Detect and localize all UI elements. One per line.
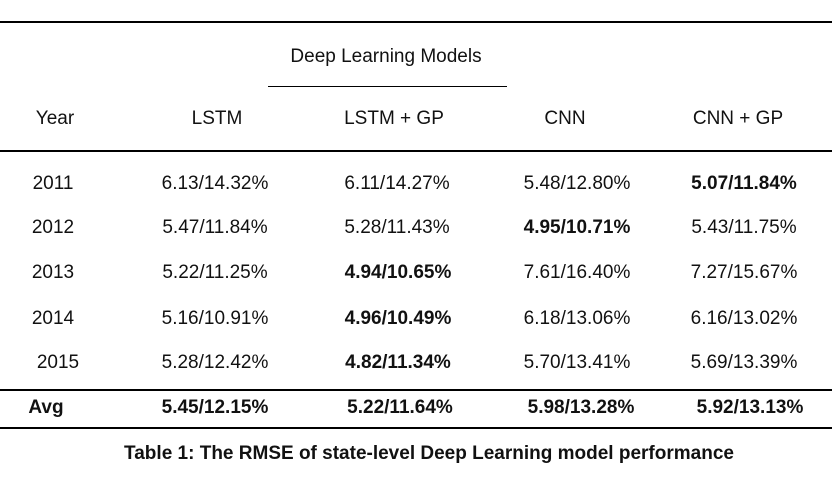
- avg-label: Avg: [28, 397, 64, 418]
- avg-lstm-gp: 5.22/11.64%: [347, 397, 453, 418]
- avg-rule: [0, 389, 832, 391]
- cell-lstm-gp-best: 4.96/10.49%: [344, 308, 452, 329]
- cell-cnn: 5.48/12.80%: [523, 173, 631, 194]
- cell-cnn-gp: 7.27/15.67%: [690, 262, 798, 283]
- group-header: Deep Learning Models: [290, 46, 482, 67]
- cell-lstm-gp-best: 4.82/11.34%: [345, 352, 451, 373]
- header-rule: [0, 150, 832, 152]
- cell-cnn: 7.61/16.40%: [523, 262, 631, 283]
- cell-lstm: 5.47/11.84%: [162, 217, 268, 238]
- row-year: 2011: [32, 173, 74, 194]
- row-year: 2015: [36, 352, 80, 373]
- cell-cnn-best: 4.95/10.71%: [523, 217, 631, 238]
- col-header-cnn-gp: CNN + GP: [692, 108, 784, 129]
- col-header-lstm: LSTM: [191, 108, 243, 129]
- row-year: 2014: [31, 308, 75, 329]
- avg-cnn-gp: 5.92/13.13%: [696, 397, 804, 418]
- cell-lstm-gp: 6.11/14.27%: [344, 173, 450, 194]
- cell-cnn-gp: 6.16/13.02%: [690, 308, 798, 329]
- avg-cnn: 5.98/13.28%: [527, 397, 635, 418]
- group-header-rule: [268, 86, 507, 87]
- row-year: 2013: [31, 262, 75, 283]
- cell-cnn-gp-best: 5.07/11.84%: [691, 173, 797, 194]
- table-bottom-rule: [0, 427, 832, 429]
- table-caption: Table 1: The RMSE of state-level Deep Le…: [124, 443, 734, 464]
- cell-lstm: 5.16/10.91%: [161, 308, 269, 329]
- cell-lstm: 5.28/12.42%: [161, 352, 269, 373]
- cell-lstm: 5.22/11.25%: [162, 262, 268, 283]
- row-year: 2012: [31, 217, 75, 238]
- cell-lstm-gp: 5.28/11.43%: [344, 217, 450, 238]
- col-header-cnn: CNN: [544, 108, 586, 129]
- avg-lstm: 5.45/12.15%: [161, 397, 269, 418]
- cell-cnn-gp: 5.69/13.39%: [690, 352, 798, 373]
- col-header-year: Year: [35, 108, 75, 129]
- cell-cnn-gp: 5.43/11.75%: [691, 217, 797, 238]
- table-top-rule: [0, 21, 832, 23]
- cell-lstm-gp-best: 4.94/10.65%: [344, 262, 452, 283]
- col-header-lstm-gp: LSTM + GP: [344, 108, 444, 129]
- cell-cnn: 5.70/13.41%: [523, 352, 631, 373]
- cell-lstm: 6.13/14.32%: [161, 173, 269, 194]
- cell-cnn: 6.18/13.06%: [523, 308, 631, 329]
